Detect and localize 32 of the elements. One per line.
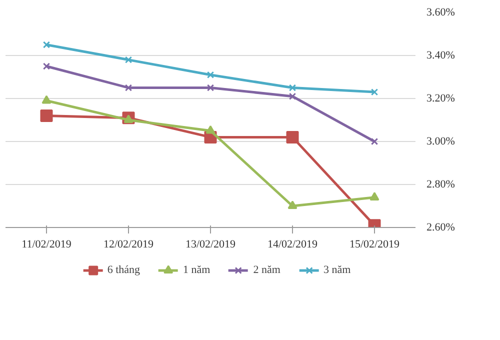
point <box>42 95 52 104</box>
point <box>288 92 296 100</box>
y-tick-label: 3.20% <box>426 92 455 104</box>
point <box>42 62 50 70</box>
y-tick-label: 3.40% <box>426 50 455 62</box>
point <box>370 192 380 200</box>
legend-label: 2 năm <box>253 264 280 276</box>
point <box>124 114 134 124</box>
point <box>288 84 296 92</box>
point <box>42 41 50 48</box>
point <box>124 56 132 64</box>
point <box>206 125 216 134</box>
point <box>370 138 378 146</box>
legend-label: 1 năm <box>183 264 210 276</box>
point <box>288 200 298 210</box>
legend-label: 3 năm <box>323 264 351 276</box>
x-tick-label: 14/02/2019 <box>267 238 318 250</box>
x-tick-label: 13/02/2019 <box>185 238 236 250</box>
x-tick-label: 12/02/2019 <box>103 238 154 250</box>
y-tick-label: 3.60% <box>426 6 455 18</box>
y-tick-label: 2.80% <box>426 178 455 190</box>
point <box>40 109 53 122</box>
point <box>370 88 378 96</box>
point <box>286 130 299 144</box>
y-tick-label: 3.00% <box>426 136 455 148</box>
legend-label: 6 tháng <box>107 264 140 276</box>
point <box>124 84 132 92</box>
x-tick-label: 15/02/2019 <box>349 238 400 250</box>
x-tick-label: 11/02/2019 <box>22 238 72 250</box>
point <box>206 84 214 92</box>
point <box>206 71 214 78</box>
y-tick-label: 2.60% <box>426 222 455 234</box>
